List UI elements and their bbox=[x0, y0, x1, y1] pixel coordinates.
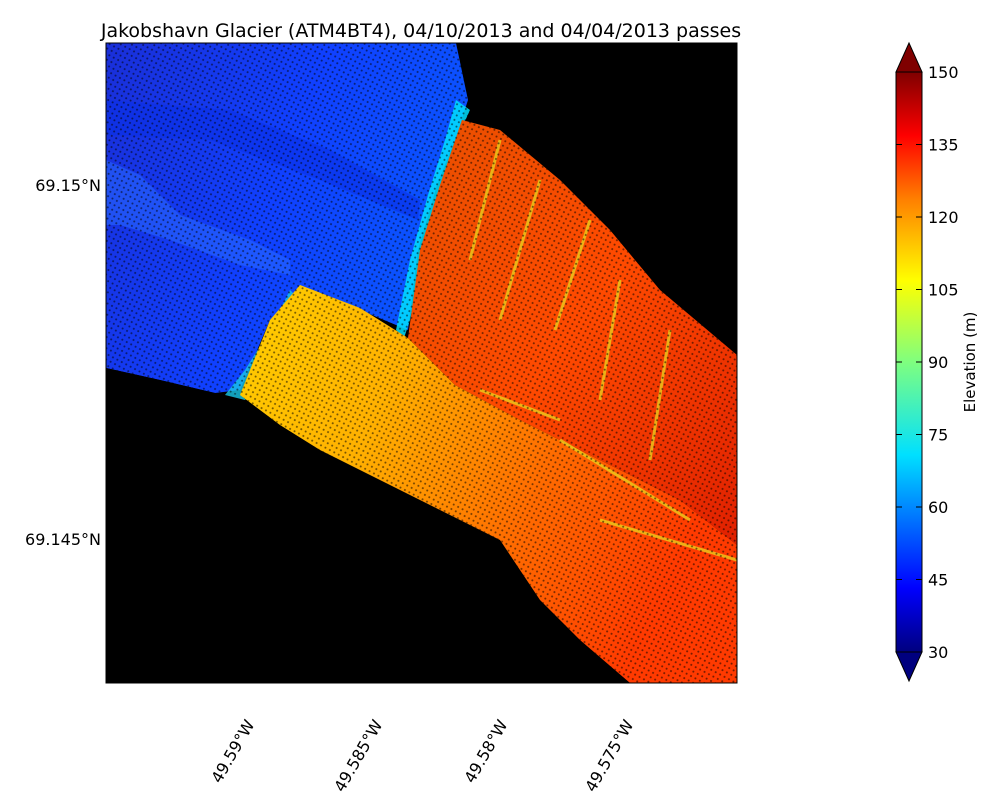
lat-tick-label: 69.15°N bbox=[35, 176, 101, 195]
colorbar-tick-label: 90 bbox=[928, 353, 948, 372]
colorbar-tick-label: 105 bbox=[928, 281, 959, 300]
lon-tick-label: 49.59°W bbox=[207, 716, 258, 786]
map-plot bbox=[106, 43, 737, 683]
colorbar-tick-label: 60 bbox=[928, 498, 948, 517]
colorbar-tick-label: 120 bbox=[928, 208, 959, 227]
map-title: Jakobshavn Glacier (ATM4BT4), 04/10/2013… bbox=[100, 20, 741, 42]
colorbar-tick-label: 45 bbox=[928, 571, 948, 590]
colorbar: 150 135 120 105 90 75 60 45 30 Elevation (m) bbox=[895, 41, 979, 683]
colorbar-label: Elevation (m) bbox=[961, 312, 979, 413]
colorbar-ticks: 150 135 120 105 90 75 60 45 30 bbox=[896, 63, 959, 662]
point-cloud-texture bbox=[106, 43, 737, 683]
colorbar-tick-label: 30 bbox=[928, 643, 948, 662]
no-data-region bbox=[106, 368, 630, 683]
colorbar-extend-min bbox=[895, 651, 923, 683]
lon-tick-label: 49.575°W bbox=[581, 716, 637, 795]
colorbar-tick-label: 75 bbox=[928, 426, 948, 445]
lon-tick-label: 49.58°W bbox=[460, 716, 511, 786]
lon-tick-label: 49.585°W bbox=[330, 716, 386, 795]
map-frame bbox=[105, 42, 738, 684]
colorbar-tick-label: 150 bbox=[928, 63, 959, 82]
colorbar-extend-max bbox=[895, 41, 923, 73]
lat-tick-label: 69.145°N bbox=[25, 530, 101, 549]
colorbar-tick-label: 135 bbox=[928, 136, 959, 155]
